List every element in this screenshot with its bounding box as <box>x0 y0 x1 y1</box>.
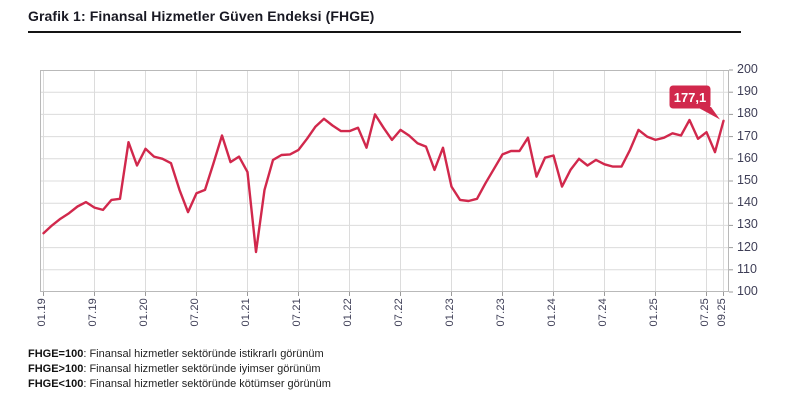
last-value-label: 177,1 <box>674 90 707 105</box>
y-axis-tick-label: 100 <box>737 284 758 298</box>
y-axis-tick-label: 160 <box>737 150 758 165</box>
x-axis-tick-label: 01.20 <box>137 298 150 327</box>
x-axis-tick-label: 07.22 <box>392 298 405 327</box>
page-title: Grafik 1: Finansal Hizmetler Güven Endek… <box>28 8 375 24</box>
x-axis-tick-label: 01.22 <box>341 298 354 327</box>
x-axis-tick-label: 07.25 <box>698 298 711 327</box>
fhge-series-line <box>42 113 725 254</box>
title-underline <box>28 31 741 33</box>
fhge-line-chart: 177,1 <box>40 69 733 296</box>
x-axis-tick-label: 07.19 <box>86 298 99 327</box>
footnote-prefix: FHGE<100 <box>28 378 84 391</box>
y-axis-tick-label: 130 <box>737 217 758 232</box>
footnote-line: FHGE<100: Finansal hizmetler sektöründe … <box>28 377 331 392</box>
footnote-text: : Finansal hizmetler sektöründe iyimser … <box>83 363 321 376</box>
y-axis-tick-label: 190 <box>737 84 758 99</box>
y-axis-tick-label: 140 <box>737 195 758 210</box>
x-axis-tick-label: 01.24 <box>545 298 558 327</box>
last-value-callout <box>669 85 711 109</box>
y-axis-tick-label: 150 <box>737 173 758 187</box>
y-axis-tick-label: 120 <box>737 239 758 254</box>
footnotes: FHGE=100: Finansal hizmetler sektöründe … <box>28 347 331 393</box>
y-axis-tick-label: 170 <box>737 128 758 143</box>
y-axis-tick-label: 180 <box>737 106 758 121</box>
footnote-prefix: FHGE=100 <box>28 348 84 360</box>
plot-border <box>40 70 729 292</box>
footnote-text: : Finansal hizmetler sektöründe istikrar… <box>83 348 324 360</box>
footnote-line: FHGE=100: Finansal hizmetler sektöründe … <box>28 347 331 362</box>
x-axis-tick-label: 01.19 <box>35 298 48 327</box>
footnote-line: FHGE>100: Finansal hizmetler sektöründe … <box>28 362 331 377</box>
x-axis-tick-label: 01.25 <box>647 298 660 327</box>
x-axis-tick-label: 01.21 <box>239 298 252 327</box>
x-axis-tick-label: 09.25 <box>715 298 728 327</box>
footnote-prefix: FHGE>100 <box>28 363 84 376</box>
x-axis-tick-label: 07.23 <box>494 298 507 327</box>
x-axis-tick-label: 07.21 <box>290 298 303 327</box>
y-axis-tick-label: 200 <box>737 62 758 76</box>
x-axis-tick-label: 07.20 <box>188 298 201 327</box>
callout-pointer <box>697 107 720 120</box>
x-axis-tick-label: 01.23 <box>443 298 456 327</box>
x-axis-tick-label: 07.24 <box>596 298 609 327</box>
y-axis-tick-label: 110 <box>737 261 757 276</box>
footnote-text: : Finansal hizmetler sektöründe kötümser… <box>83 378 331 391</box>
